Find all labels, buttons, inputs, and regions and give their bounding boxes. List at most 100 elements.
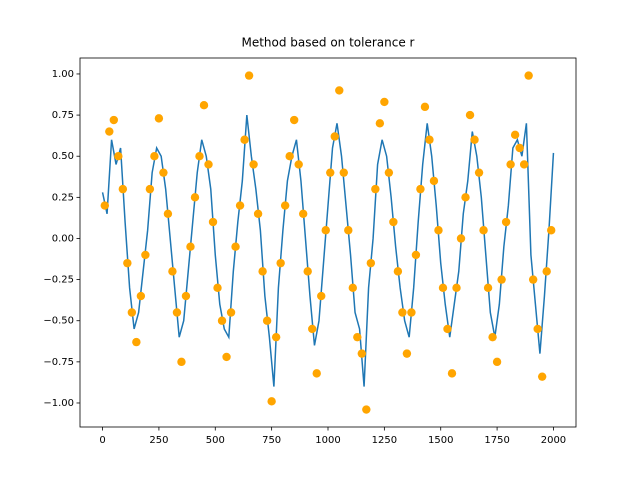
data-point [276,258,285,268]
x-tick-label: 1750 [484,435,509,446]
y-tick-label: −0.25 [43,275,74,286]
data-point [398,308,407,317]
data-point [308,324,317,334]
data-point [492,357,502,367]
data-point [186,242,195,251]
data-point [425,135,434,144]
x-tick-label: 0 [99,435,105,446]
data-point [141,250,150,260]
data-point [474,168,484,177]
data-point [438,283,448,293]
data-point [109,115,119,125]
data-point [267,397,276,406]
data-point [429,176,439,186]
data-point [519,160,529,169]
data-point [344,226,353,235]
data-point [294,160,303,169]
data-point [249,160,258,169]
data-point [547,226,556,235]
x-tick-label: 500 [206,435,225,446]
x-tick-label: 1250 [372,435,397,446]
data-point [362,405,371,414]
data-point [190,193,200,202]
data-point [407,308,416,317]
data-point [217,316,227,325]
data-point [172,308,182,317]
y-tick-label: 0.50 [52,151,74,162]
data-point [312,369,321,378]
data-point [105,127,114,136]
data-point [204,160,213,169]
data-point [483,283,493,293]
data-point [326,168,335,177]
data-point [528,275,538,284]
data-point [150,152,159,161]
data-point [127,308,137,317]
data-point [235,201,245,210]
x-tick-label: 2000 [541,435,566,446]
data-point [240,135,249,144]
data-point [244,71,254,80]
data-point [533,324,542,334]
data-point [258,267,267,276]
data-point [145,184,155,194]
data-point [375,119,385,128]
data-point [132,337,141,347]
data-point [168,267,177,276]
data-point [353,332,362,342]
data-point [299,209,308,218]
data-point [118,184,128,194]
data-point [542,267,551,276]
data-point [226,308,236,317]
data-point [470,135,479,144]
data-point [285,152,294,161]
data-point [181,291,191,301]
data-point [159,168,168,177]
data-point [321,226,330,235]
data-point [213,283,222,293]
x-tick-label: 750 [262,435,281,446]
data-point [339,168,348,177]
data-point [199,101,209,110]
data-point [501,217,511,227]
data-point [515,143,524,153]
data-point [271,332,281,342]
data-point [384,168,394,177]
data-point [348,283,357,293]
data-point [389,217,398,227]
x-tick-label: 250 [149,435,168,446]
x-tick-label: 1000 [315,435,340,446]
data-point [136,291,146,301]
data-point [488,332,497,342]
data-point [510,130,520,140]
data-point [280,201,290,210]
data-point [393,267,403,276]
data-point [208,217,218,227]
y-tick-label: 0.00 [52,233,74,244]
x-tick-label: 1500 [428,435,453,446]
y-tick-label: 0.75 [52,110,74,121]
data-point [461,193,470,202]
data-point [456,234,466,243]
data-point [506,160,515,169]
data-point [465,110,475,120]
data-point [100,201,110,210]
data-point [303,267,312,276]
y-tick-label: 1.00 [52,69,74,80]
data-point [154,114,164,123]
data-point [195,152,204,161]
data-point [524,71,533,80]
data-point [402,349,412,358]
plot-area [100,71,556,414]
data-point [434,226,443,235]
data-point [177,357,186,367]
data-point [497,275,506,284]
y-tick-label: −1.00 [43,398,74,409]
data-point [163,209,173,218]
data-point [330,132,339,141]
data-point [411,250,421,260]
data-point [537,372,547,381]
data-point [231,242,240,251]
